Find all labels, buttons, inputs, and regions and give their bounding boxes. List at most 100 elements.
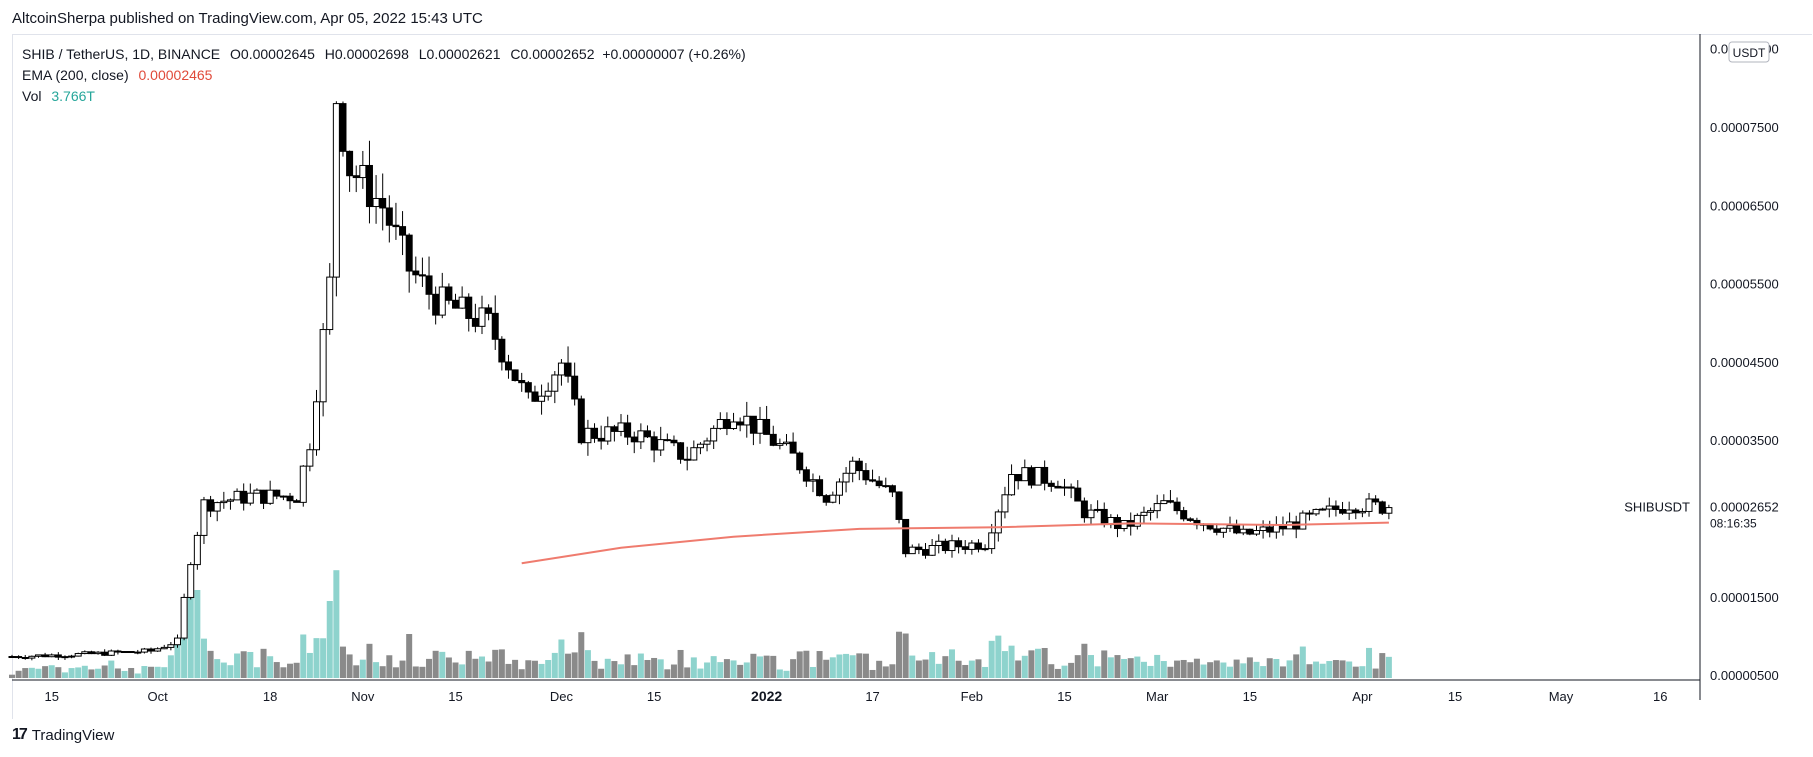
candle-body — [809, 479, 817, 482]
volume-bar — [200, 638, 207, 678]
volume-bar — [313, 638, 320, 678]
volume-bar — [1107, 657, 1114, 678]
volume-bar — [704, 662, 711, 678]
candle-body — [710, 427, 718, 442]
candle-body — [1080, 500, 1088, 519]
volume-bar — [677, 649, 684, 678]
volume-bar — [174, 641, 181, 678]
candle-body — [955, 540, 963, 548]
symbol-tag: SHIBUSDT — [1624, 500, 1690, 515]
volume-bar — [1299, 646, 1306, 678]
candle-body — [1186, 518, 1194, 521]
candle-body — [471, 317, 479, 327]
candle-body — [1365, 498, 1373, 512]
volume-bar — [426, 658, 433, 678]
volume-bar — [1372, 668, 1379, 678]
candle-body — [551, 374, 559, 392]
candle-body — [193, 534, 201, 566]
volume-bar — [823, 659, 830, 678]
x-tick-label: 15 — [448, 689, 462, 704]
candle-body — [1074, 487, 1082, 502]
legend-symbol: SHIB / TetherUS, 1D, BINANCE — [22, 46, 221, 62]
volume-bar — [1068, 662, 1075, 678]
volume-bar — [9, 674, 15, 678]
candle-body — [1008, 474, 1016, 496]
candlesticks — [8, 101, 1393, 661]
currency-badge-box[interactable] — [1728, 41, 1770, 63]
legend-vol-row[interactable]: Vol 3.766T — [22, 86, 746, 107]
volume-bar — [889, 664, 896, 678]
candle-body — [379, 197, 387, 209]
candle-body — [425, 275, 433, 295]
volume-bar — [862, 653, 869, 678]
candle-body — [352, 175, 360, 179]
x-tick-label: 15 — [1243, 689, 1257, 704]
candle-body — [1352, 509, 1360, 514]
candle-body — [8, 656, 16, 659]
chart-frame[interactable] — [12, 34, 1812, 719]
candle-body — [703, 440, 711, 445]
volume-bar — [260, 648, 267, 678]
volume-bar — [406, 634, 413, 678]
candle-body — [577, 398, 585, 444]
tradingview-brand[interactable]: 17 TradingView — [12, 726, 114, 744]
volume-bar — [240, 651, 247, 678]
candle-body — [240, 490, 248, 504]
volume-bar — [505, 663, 512, 678]
volume-bar — [214, 659, 221, 678]
volume-bar — [955, 660, 962, 678]
volume-bar — [512, 659, 519, 678]
candle-body — [1325, 505, 1333, 510]
candle-body — [180, 596, 188, 639]
volume-bar — [770, 655, 777, 678]
volume-bar — [948, 649, 955, 678]
candle-body — [968, 542, 976, 550]
candle-body — [306, 449, 314, 467]
volume-bar — [459, 664, 466, 678]
candle-body — [756, 418, 764, 434]
candle-body — [829, 494, 837, 503]
volume-bar — [816, 651, 823, 678]
y-tick-label: 0.00004500 — [1710, 355, 1779, 370]
candle-body — [1047, 482, 1055, 487]
volume-bar — [1313, 661, 1320, 678]
volume-bar — [1293, 654, 1300, 678]
currency-badge[interactable]: USDT — [1733, 46, 1766, 60]
volume-bar — [445, 657, 452, 678]
volume-bar — [1260, 666, 1267, 678]
candle-body — [922, 549, 930, 556]
candle-body — [1160, 500, 1168, 505]
candle-body — [736, 421, 744, 426]
volume-bar — [929, 652, 936, 678]
candle-body — [763, 418, 771, 435]
volume-bar — [869, 669, 876, 678]
volume-bar — [15, 670, 22, 678]
publisher-line: AltcoinSherpa published on TradingView.c… — [12, 10, 483, 27]
volume-bar — [114, 668, 121, 678]
candle-body — [15, 656, 23, 659]
volume-bar — [419, 666, 426, 678]
candle-body — [1385, 507, 1393, 514]
candle-body — [822, 495, 830, 503]
candle-body — [769, 433, 777, 446]
candle-body — [888, 485, 896, 493]
legend-ema-value: 0.00002465 — [138, 67, 213, 83]
volume-bar — [915, 660, 922, 678]
volume-bar — [1001, 651, 1008, 678]
last-price-label: 0.00002652 — [1710, 500, 1779, 515]
legend-close: C0.00002652 — [510, 46, 595, 62]
volume-bar — [902, 633, 909, 678]
volume-bar — [717, 662, 724, 678]
legend-ema-row[interactable]: EMA (200, close) 0.00002465 — [22, 65, 746, 86]
volume-bar — [1385, 656, 1392, 678]
candle-body — [452, 299, 460, 309]
candle-body — [928, 545, 936, 556]
candle-body — [1173, 501, 1181, 512]
candle-body — [835, 481, 843, 496]
volume-bar — [373, 662, 380, 678]
volume-bar — [187, 573, 194, 678]
legend-symbol-row[interactable]: SHIB / TetherUS, 1D, BINANCE O0.00002645… — [22, 44, 746, 65]
volume-bar — [1140, 661, 1147, 678]
legend-vol-value: 3.766T — [51, 88, 95, 104]
